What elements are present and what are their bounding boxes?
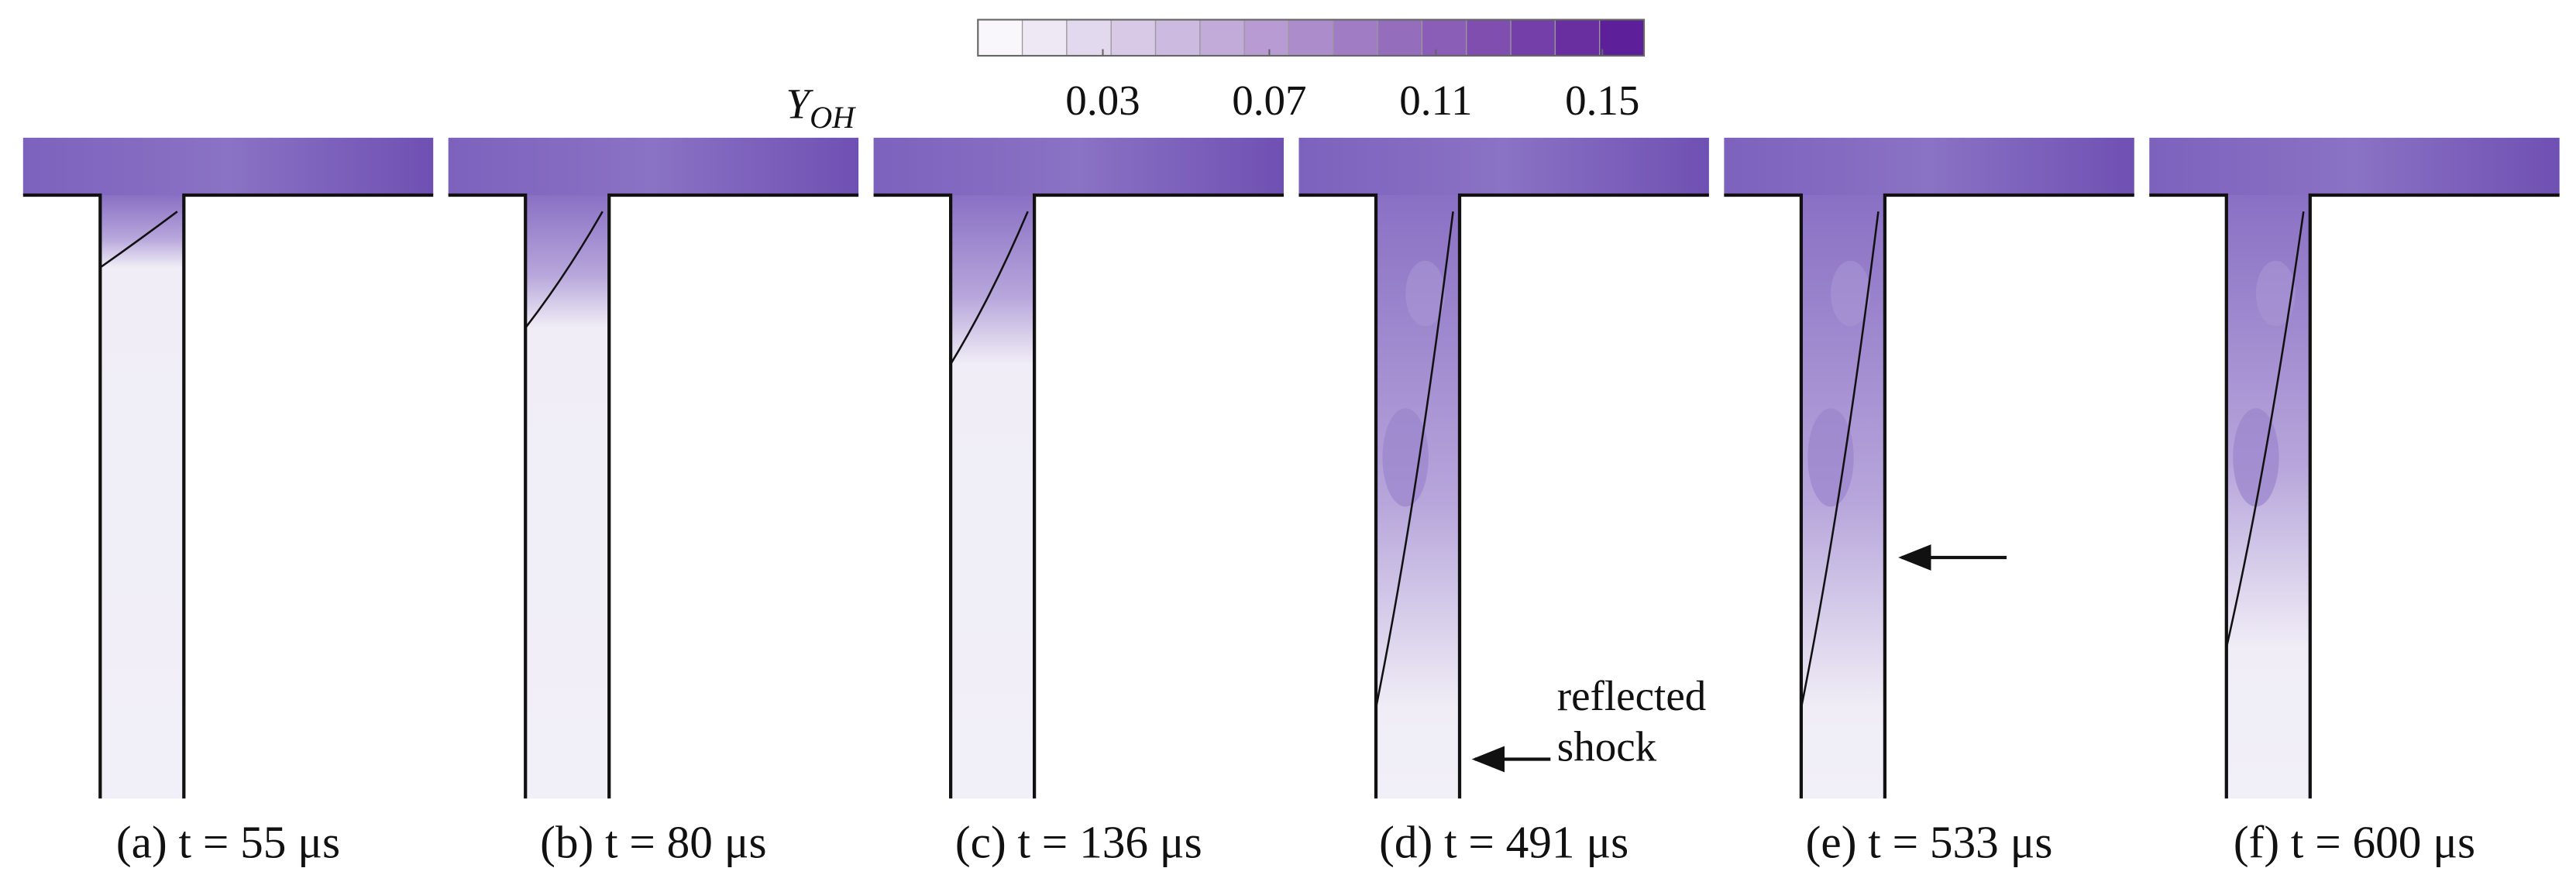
vortex [1831, 260, 1870, 327]
channel-band [1724, 137, 2134, 195]
wall [448, 193, 859, 799]
panel: (f) t = 600 μs [2149, 137, 2560, 868]
panel-caption: (e) t = 533 μs [1806, 817, 2053, 868]
colorbar-tick-label: 0.03 [1065, 77, 1140, 124]
panel: (b) t = 80 μs [448, 137, 859, 868]
vortex [2255, 260, 2296, 327]
colorbar-tick-label: 0.15 [1565, 77, 1639, 124]
label-sub: OH [810, 100, 856, 135]
vortex [2233, 408, 2279, 507]
colorbar-level [1288, 19, 1334, 57]
colorbar-level [1554, 19, 1601, 57]
colorbar-level [1110, 19, 1157, 57]
colorbar-level [1243, 19, 1290, 57]
flame-front [99, 211, 178, 269]
flame-front [950, 211, 1029, 365]
vortex [1382, 408, 1429, 507]
colorbar-level [1510, 19, 1556, 57]
colorbar-level [1421, 19, 1467, 57]
channel-band [448, 137, 859, 195]
flame-front [1374, 211, 1454, 708]
panel: (c) t = 136 μs [873, 137, 1284, 868]
colorbar-level [1066, 19, 1112, 57]
panels: (a) t = 55 μs (b) t = 80 μs (c) t = 136 μs… [22, 137, 2560, 868]
colorbar-tick-label: 0.07 [1232, 77, 1306, 124]
panel-caption: (b) t = 80 μs [540, 817, 766, 868]
colorbar-level [1021, 19, 1068, 57]
panel-caption: (f) t = 600 μs [2234, 817, 2475, 868]
wall [1724, 193, 2134, 799]
channel-band [873, 137, 1284, 195]
channel-band [1298, 137, 1709, 195]
colorbar-label: YOH [786, 80, 857, 135]
tube [100, 195, 184, 799]
wall [873, 193, 1284, 799]
annotation-line: shock [1557, 723, 1657, 770]
panel: (d) t = 491 μs [1298, 137, 1709, 868]
panel-caption: (c) t = 136 μs [955, 817, 1202, 868]
flame-front [524, 211, 604, 329]
vortex [1807, 408, 1854, 507]
colorbar: 0.03 0.07 0.11 0.15 [977, 19, 1646, 124]
wall [2149, 193, 2560, 799]
annotation-line: reflected [1557, 672, 1707, 719]
label-main: Y [786, 80, 814, 127]
flame-front [2225, 211, 2305, 648]
tube [951, 195, 1035, 799]
channel-band [22, 137, 434, 195]
vortex [1405, 260, 1445, 327]
colorbar-level [1154, 19, 1201, 57]
colorbar-level [1377, 19, 1423, 57]
colorbar-tick-label: 0.11 [1399, 77, 1472, 124]
colorbar-level [1199, 19, 1245, 57]
flame-front [1800, 211, 1880, 708]
panel: (e) t = 533 μs [1724, 137, 2134, 868]
colorbar-frame [977, 19, 1646, 57]
colorbar-level [1466, 19, 1512, 57]
channel-band [2149, 137, 2560, 195]
tube [525, 195, 610, 799]
panel-caption: (a) t = 55 μs [116, 817, 340, 868]
panel-caption: (d) t = 491 μs [1379, 817, 1628, 868]
colorbar-level [977, 19, 1023, 57]
colorbar-level [1599, 19, 1645, 57]
wall [22, 193, 434, 799]
wall [1298, 193, 1709, 799]
colorbar-level [1333, 19, 1378, 57]
panel: (a) t = 55 μs [22, 137, 434, 868]
